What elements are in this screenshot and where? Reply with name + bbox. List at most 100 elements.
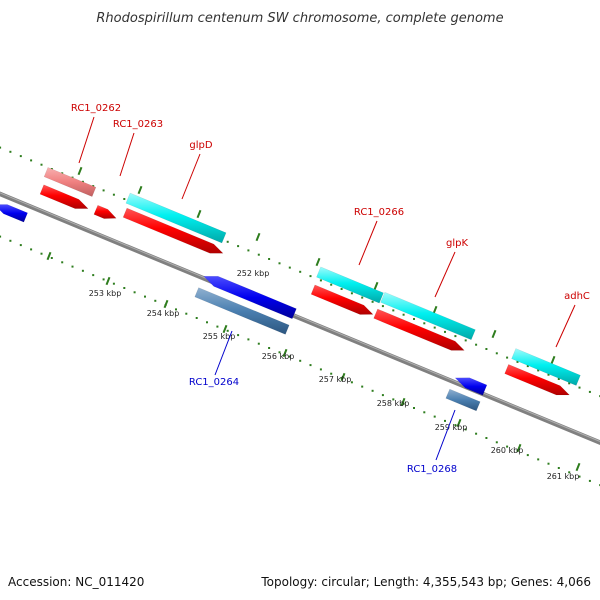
scale-dot	[102, 189, 105, 192]
cds-rc1-0266	[310, 284, 374, 315]
scale-dot	[578, 386, 581, 389]
scale-dot	[268, 258, 271, 260]
scale-major-tick	[456, 418, 462, 428]
scale-major-tick	[196, 209, 202, 219]
scale-dot	[50, 168, 53, 170]
scale-dot	[485, 437, 488, 439]
scale-major-tick	[315, 257, 321, 267]
scale-dot	[195, 317, 198, 319]
scale-dot	[475, 432, 478, 435]
scale-dot	[350, 381, 353, 384]
scale-major-tick	[255, 232, 261, 242]
scale-dot	[392, 398, 395, 401]
scale-major-tick	[105, 276, 111, 286]
scale-dot	[526, 365, 529, 368]
scale-dot	[0, 146, 2, 149]
accession-text: Accession: NC_011420	[8, 575, 144, 589]
cds-glpk	[373, 308, 465, 351]
scale-major-tick	[575, 462, 581, 472]
scale-dot	[9, 239, 12, 242]
scale-dot	[288, 355, 291, 358]
scale-major-tick	[340, 372, 346, 382]
scale-dot	[40, 252, 43, 255]
scale-dot	[19, 244, 22, 247]
map-layer: 252 kbp 253 kbp 254 kbp 255 kbp 256 kbp 257 k…	[0, 103, 600, 487]
leader-line-adhc	[555, 304, 576, 348]
leader-line-glpk	[434, 251, 456, 298]
scale-dot	[433, 415, 436, 418]
scale-dot	[0, 235, 2, 238]
scale-dot	[123, 287, 126, 289]
scale-dot	[371, 389, 374, 392]
gene-rc1-0266	[316, 266, 384, 304]
scale-dot	[506, 445, 509, 448]
leader-line-rc1-0266	[358, 220, 378, 266]
scale-major-tick	[550, 355, 556, 365]
scale-dot	[547, 373, 550, 376]
scale-dot	[330, 372, 333, 375]
scale-dot	[299, 359, 302, 362]
gene-glpk	[380, 291, 476, 341]
scale-dot	[50, 257, 53, 259]
cds-glpd	[122, 207, 224, 254]
scale-dot	[309, 364, 312, 367]
scale-dot	[226, 329, 229, 332]
genome-backbone-highlight	[0, 192, 600, 442]
scale-dot	[568, 382, 571, 385]
scale-dot	[392, 309, 395, 312]
scale-dot	[81, 180, 84, 183]
scale-label: 256 kbp	[262, 352, 295, 361]
scale-major-tick	[491, 329, 497, 339]
scale-dot	[423, 322, 426, 325]
scale-dot	[226, 240, 229, 243]
scale-major-tick	[46, 251, 52, 261]
scale-dot	[568, 471, 571, 474]
scale-dot	[350, 292, 353, 295]
scale-dot	[402, 402, 405, 405]
scale-major-tick	[373, 281, 379, 291]
gene-adhc	[511, 348, 581, 386]
scale-dot	[371, 300, 374, 303]
scale-dot	[133, 291, 136, 294]
scale-dot	[216, 325, 219, 328]
gene-label-rc1-0268: RC1_0268	[407, 464, 457, 475]
scale-dot	[330, 283, 333, 286]
scale-dot	[444, 330, 446, 333]
scale-major-tick	[282, 348, 288, 358]
scale-dot	[319, 279, 322, 282]
scale-dot	[526, 454, 529, 457]
scale-major-tick	[516, 443, 522, 453]
scale-dot	[537, 458, 540, 461]
scale-dot	[381, 394, 384, 397]
scale-dot	[506, 356, 509, 359]
scale-dot	[433, 326, 436, 329]
cds-rc1-0264	[194, 287, 290, 335]
scale-dot	[495, 352, 498, 355]
scale-dot	[144, 295, 146, 298]
scale-dot	[81, 269, 84, 272]
scale-dot	[464, 339, 467, 342]
scale-dot	[475, 343, 478, 346]
gene-label-rc1-0264: RC1_0264	[189, 377, 239, 388]
scale-dot	[112, 282, 115, 285]
gene-rc1-0263	[93, 204, 117, 219]
scale-dot	[537, 369, 540, 372]
topology-text: Topology: circular; Length: 4,355,543 bp…	[260, 575, 591, 589]
gene-left-edge	[0, 204, 28, 223]
leader-line-rc1-0264	[214, 330, 233, 376]
scale-dot	[413, 318, 415, 320]
scale-dot	[557, 467, 560, 469]
scale-major-tick	[163, 299, 169, 309]
scale-dot	[402, 313, 405, 316]
scale-label: 260 kbp	[491, 446, 524, 455]
scale-dot	[516, 360, 519, 363]
scale-dot	[154, 299, 157, 302]
leader-line-rc1-0263	[119, 132, 135, 177]
chart-title: Rhodospirillum centenum SW chromosome, c…	[96, 11, 503, 26]
scale-dot	[175, 308, 177, 311]
scale-label: 255 kbp	[203, 332, 236, 341]
scale-dot	[299, 270, 302, 273]
scale-dot	[237, 334, 240, 337]
scale-label: 259 kbp	[435, 423, 468, 432]
scale-label: 258 kbp	[377, 399, 410, 408]
